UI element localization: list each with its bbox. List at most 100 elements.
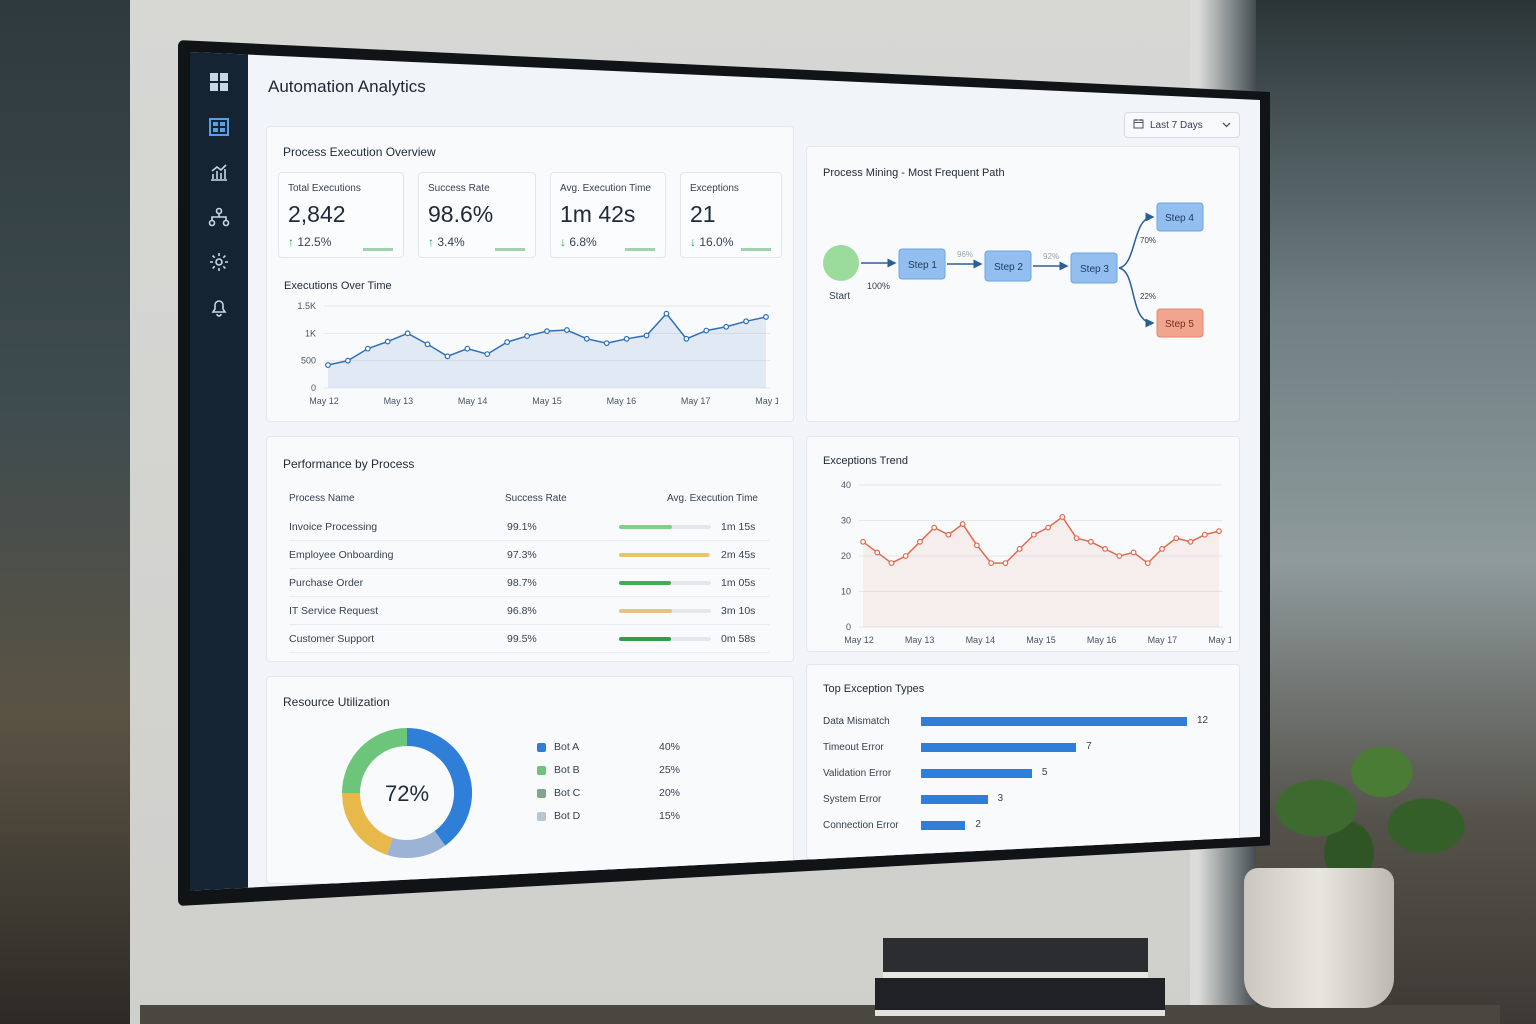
data-point[interactable] [1002, 560, 1009, 566]
table-row[interactable]: Purchase Order 98.7% 1m 05s [289, 569, 769, 597]
performance-card: Performance by Process Process Name Succ… [266, 436, 794, 662]
data-point[interactable] [902, 553, 909, 559]
exception-label: Timeout Error [823, 742, 884, 753]
kpi-avg-execution-time[interactable]: Avg. Execution Time 1m 42s ↓ 6.8% [550, 172, 666, 258]
data-point[interactable] [623, 335, 630, 342]
y-tick-label: 30 [841, 516, 851, 526]
kpi-exceptions[interactable]: Exceptions 21 ↓ 16.0% [680, 172, 782, 258]
data-point[interactable] [1059, 514, 1066, 520]
data-point[interactable] [1187, 538, 1194, 545]
data-point[interactable] [603, 340, 610, 347]
data-point[interactable] [1159, 545, 1165, 552]
data-point[interactable] [404, 330, 411, 337]
gear-icon[interactable] [207, 250, 231, 274]
data-point[interactable] [888, 560, 895, 566]
legend-label: Bot D [554, 810, 581, 822]
step-1-node [898, 248, 946, 280]
exceptions-trend-title: Exceptions Trend [823, 455, 908, 467]
exception-type-row[interactable]: Connection Error 2 [823, 817, 1223, 835]
exception-type-row[interactable]: Data Mismatch 12 [823, 713, 1223, 731]
top-exceptions-card: Top Exception Types Data Mismatch 12 Timeo… [806, 664, 1240, 860]
svg-text:Step 1: Step 1 [908, 260, 937, 271]
data-point[interactable] [1201, 531, 1208, 538]
exception-bar [921, 769, 1032, 778]
data-point[interactable] [683, 335, 690, 342]
data-point[interactable] [703, 327, 710, 334]
data-point[interactable] [974, 542, 980, 549]
kpi-label: Total Executions [288, 183, 361, 194]
exception-bar [921, 821, 966, 830]
data-point[interactable] [1173, 535, 1180, 542]
exception-type-row[interactable]: System Error 3 [823, 791, 1223, 809]
data-point[interactable] [424, 341, 431, 348]
data-point[interactable] [1030, 531, 1037, 538]
data-point[interactable] [364, 345, 371, 352]
data-point[interactable] [763, 314, 769, 320]
exceptions-trend-card: Exceptions Trend 0 10 20 30 40 May 12 May 13 Ma… [806, 436, 1240, 652]
data-point[interactable] [988, 560, 995, 566]
data-point[interactable] [384, 338, 391, 345]
bell-icon[interactable] [207, 295, 231, 319]
data-point[interactable] [1130, 549, 1137, 556]
svg-text:Step 5: Step 5 [1165, 319, 1194, 330]
data-point[interactable] [1216, 528, 1222, 535]
data-point[interactable] [1016, 545, 1023, 552]
process-tree-icon[interactable] [207, 205, 231, 229]
col-avg-time[interactable]: Avg. Execution Time [667, 493, 758, 504]
y-tick-label: 10 [841, 587, 851, 597]
exception-type-row[interactable]: Timeout Error 7 [823, 739, 1223, 757]
data-point[interactable] [1087, 538, 1094, 545]
success-rate: 99.5% [507, 633, 537, 645]
kpi-label: Exceptions [690, 183, 739, 194]
data-point[interactable] [959, 521, 966, 527]
exception-type-row[interactable]: Validation Error 5 [823, 765, 1223, 783]
data-point[interactable] [1073, 535, 1080, 542]
data-point[interactable] [564, 327, 570, 333]
kpi-success-rate[interactable]: Success Rate 98.6% ↑ 3.4% [418, 172, 536, 258]
data-point[interactable] [1144, 560, 1151, 566]
apps-grid-icon[interactable] [207, 70, 231, 94]
data-point[interactable] [484, 351, 491, 358]
data-point[interactable] [544, 328, 550, 335]
donut-slice[interactable] [406, 728, 472, 846]
data-point[interactable] [945, 531, 952, 538]
data-point[interactable] [874, 549, 881, 556]
data-point[interactable] [643, 332, 650, 339]
avg-execution-time: 2m 45s [721, 549, 756, 561]
table-row[interactable]: Invoice Processing 99.1% 1m 15s [289, 513, 769, 541]
table-row[interactable]: Employee Onboarding 97.3% 2m 45s [289, 541, 769, 569]
data-point[interactable] [583, 335, 590, 342]
table-row[interactable]: Customer Support 99.5% 0m 58s [289, 625, 769, 653]
avg-execution-time: 3m 10s [721, 605, 756, 617]
data-point[interactable] [464, 345, 471, 352]
date-range-select[interactable]: Last 7 Days [1124, 112, 1240, 138]
sparkline [363, 248, 393, 251]
donut-slice[interactable] [386, 830, 446, 858]
dashboard-icon[interactable] [207, 115, 231, 139]
kpi-delta: ↑ 3.4% [428, 235, 465, 249]
data-point[interactable] [345, 357, 351, 364]
data-point[interactable] [1116, 553, 1123, 559]
data-point[interactable] [1102, 545, 1108, 552]
data-point[interactable] [860, 538, 866, 545]
table-row[interactable]: IT Service Request 96.8% 3m 10s [289, 597, 769, 625]
col-process-name[interactable]: Process Name [289, 493, 355, 504]
donut-slice[interactable] [342, 792, 393, 855]
data-point[interactable] [524, 333, 530, 339]
exception-bar [921, 743, 1077, 752]
data-point[interactable] [325, 362, 331, 368]
donut-slice[interactable] [342, 728, 408, 794]
data-point[interactable] [917, 538, 923, 545]
kpi-total-executions[interactable]: Total Executions 2,842 ↑ 12.5% [278, 172, 404, 258]
data-point[interactable] [504, 339, 511, 345]
data-point[interactable] [931, 524, 938, 531]
data-point[interactable] [444, 353, 451, 360]
data-point[interactable] [1045, 524, 1052, 531]
execution-time-bar-fill [619, 553, 710, 557]
data-point[interactable] [663, 310, 670, 317]
data-point[interactable] [723, 323, 730, 330]
bar-chart-icon[interactable] [207, 160, 231, 184]
col-success-rate[interactable]: Success Rate [505, 493, 567, 504]
execution-time-bar-fill [619, 637, 671, 641]
data-point[interactable] [743, 318, 749, 325]
